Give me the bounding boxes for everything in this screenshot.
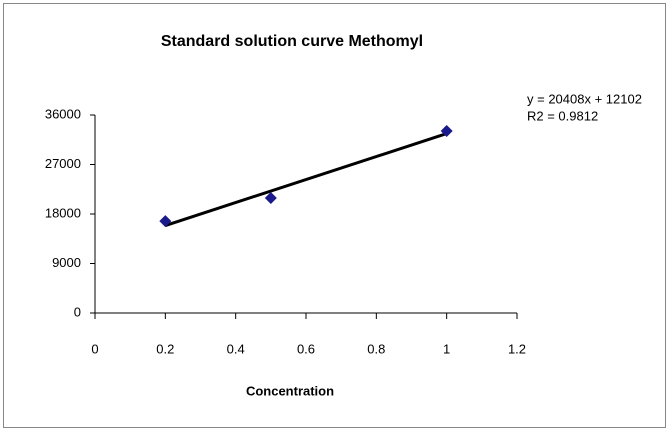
x-axis-label: Concentration xyxy=(246,383,334,398)
y-tick-label: 9000 xyxy=(52,255,81,270)
data-point xyxy=(440,124,453,137)
chart-frame xyxy=(3,3,666,428)
x-tick-label: 1 xyxy=(443,341,450,356)
trendline xyxy=(164,132,448,227)
equation: y = 20408x + 12102 xyxy=(527,91,642,106)
x-tick-label: 0.4 xyxy=(227,341,245,356)
x-tick-label: 0.8 xyxy=(367,341,385,356)
x-tick-label: 0.2 xyxy=(156,341,174,356)
y-tick-label: 27000 xyxy=(45,156,81,171)
chart-title: Standard solution curve Methomyl xyxy=(161,33,423,50)
x-tick-label: 1.2 xyxy=(508,341,526,356)
y-tick-label: 18000 xyxy=(45,205,81,220)
x-tick-label: 0 xyxy=(91,341,98,356)
y-tick-label: 36000 xyxy=(45,106,81,121)
y-tick-label: 0 xyxy=(74,304,81,319)
data-point xyxy=(264,192,277,205)
x-tick-label: 0.6 xyxy=(297,341,315,356)
data-point xyxy=(159,215,172,228)
r-squared: R2 = 0.9812 xyxy=(527,108,598,123)
